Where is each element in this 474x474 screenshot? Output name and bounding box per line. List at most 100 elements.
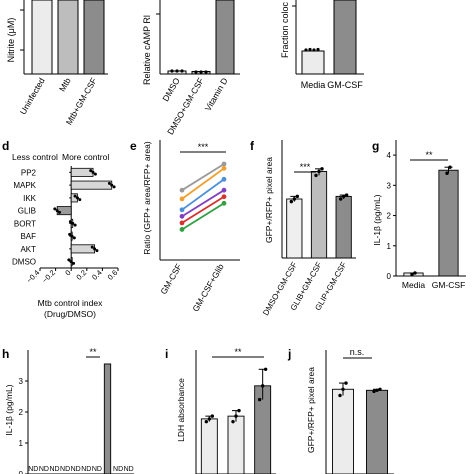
point — [67, 258, 71, 262]
point — [263, 367, 268, 371]
point — [314, 173, 318, 178]
panel-i: i LDH absorbance ** — [165, 347, 276, 474]
panel-f-significance: *** — [300, 162, 311, 172]
point — [91, 170, 95, 174]
top-middle-ylabel: Relative cAMP Rl — [142, 15, 152, 85]
bar-mtb-gmcsf — [83, 0, 105, 75]
point — [378, 387, 382, 391]
bar-vitamin-d — [215, 0, 235, 75]
point — [58, 210, 61, 214]
panel-top-left: Nitrite (μM) Uninfected Mtb Mtb+GM-CSF — [6, 0, 108, 127]
panel-f: f GFP+/RFP+ pixel area DMSO+GM-CSFGLIB+G… — [250, 139, 356, 317]
bar — [310, 171, 328, 259]
series-line — [181, 202, 225, 231]
panel-letter-i: i — [165, 347, 168, 361]
point — [317, 169, 321, 174]
tick-label-gmcsf: GM-CSF — [327, 80, 363, 90]
nd-label: ND — [49, 466, 59, 473]
y-tick-label: 2 — [387, 212, 392, 221]
point — [175, 69, 179, 73]
bar-uninfected — [31, 0, 53, 75]
panel-g: g IL-1β (pg/mL) 0 1 2 3 4 Media GM-CSF ** — [372, 139, 466, 290]
point — [413, 271, 417, 275]
series-point — [221, 165, 227, 171]
annotation-more-control: More control — [62, 152, 109, 162]
point — [338, 393, 342, 398]
series-point — [179, 220, 185, 226]
bar — [103, 363, 112, 474]
point — [237, 408, 241, 413]
panel-g-significance: ** — [425, 150, 433, 160]
series-line — [181, 167, 225, 200]
point — [204, 70, 208, 74]
point — [260, 384, 265, 388]
point — [320, 167, 324, 171]
panel-h-plot: 0123NDNDNDNDNDNDNDNDND — [19, 350, 134, 474]
panel-g-plot: 0 1 2 3 4 Media GM-CSF — [387, 140, 466, 290]
series-line — [181, 195, 225, 224]
nd-label: ND — [113, 466, 123, 473]
y-tick-label: 0 — [387, 272, 392, 281]
category-label: DMSO — [12, 258, 36, 267]
point — [72, 236, 76, 240]
nd-label: ND — [60, 466, 70, 473]
x-tick-label: −0.4 — [25, 268, 42, 285]
series-point — [221, 161, 227, 167]
panel-letter-g: g — [372, 139, 379, 153]
y-tick-label: 3 — [387, 181, 392, 190]
panel-top-right: Fraction coloc Media GM-CSF — [280, 0, 364, 90]
x-tick-label: 0.6 — [106, 268, 120, 282]
category-label: Media — [402, 280, 425, 290]
nd-label: ND — [28, 466, 38, 473]
panel-letter-e: e — [130, 139, 137, 153]
point — [344, 193, 349, 197]
bar-gmcsf — [333, 0, 357, 75]
bar — [227, 415, 245, 474]
x-tick-label: 0.4 — [90, 268, 104, 282]
panel-letter-h: h — [2, 347, 9, 361]
point — [68, 232, 72, 236]
bar — [200, 418, 218, 474]
point — [204, 419, 209, 424]
y-tick-label: 1 — [19, 439, 24, 448]
nd-label: ND — [71, 466, 81, 473]
point — [72, 261, 76, 265]
series-point — [179, 207, 185, 213]
point — [110, 183, 114, 187]
panel-i-significance: ** — [234, 347, 242, 357]
point — [112, 185, 116, 189]
x-tick-label: 0 — [63, 268, 72, 277]
series-point — [179, 213, 185, 219]
panel-e: e Ratio (GFP+ area/RFP+ area) *** GM-CSF… — [130, 139, 240, 313]
y-tick-label: 0 — [19, 470, 24, 474]
point — [312, 48, 316, 52]
x-tick-label: −0.2 — [40, 268, 57, 285]
category-label: MAPK — [13, 181, 36, 190]
tick-label-gmcsf: GM-CSF — [158, 262, 183, 296]
point — [375, 388, 379, 392]
point — [210, 414, 215, 418]
tick-label-mtb: Mtb — [57, 76, 73, 94]
panel-j: j GFP+/RFP+ pixel area n.s. — [287, 347, 394, 474]
category-label: GM-CSF — [432, 280, 466, 290]
y-tick-label: 1 — [387, 242, 392, 251]
series-point — [179, 196, 185, 202]
point — [289, 199, 294, 204]
point — [89, 169, 93, 173]
category-label: AKT — [20, 245, 36, 254]
panel-j-ylabel: GFP+/RFP+ pixel area — [306, 367, 316, 453]
point — [410, 272, 414, 277]
point — [344, 381, 348, 385]
bar-mtb — [57, 0, 79, 75]
series-point — [179, 227, 185, 232]
point — [90, 245, 94, 249]
panel-letter-f: f — [250, 139, 255, 153]
point — [295, 194, 300, 199]
top-right-ylabel: Fraction coloc — [280, 1, 290, 58]
tick-label-dmso: DMSO — [160, 76, 182, 103]
bar-media — [301, 50, 325, 75]
point — [234, 414, 238, 418]
point — [448, 165, 452, 169]
point — [341, 387, 345, 391]
point — [78, 198, 82, 202]
